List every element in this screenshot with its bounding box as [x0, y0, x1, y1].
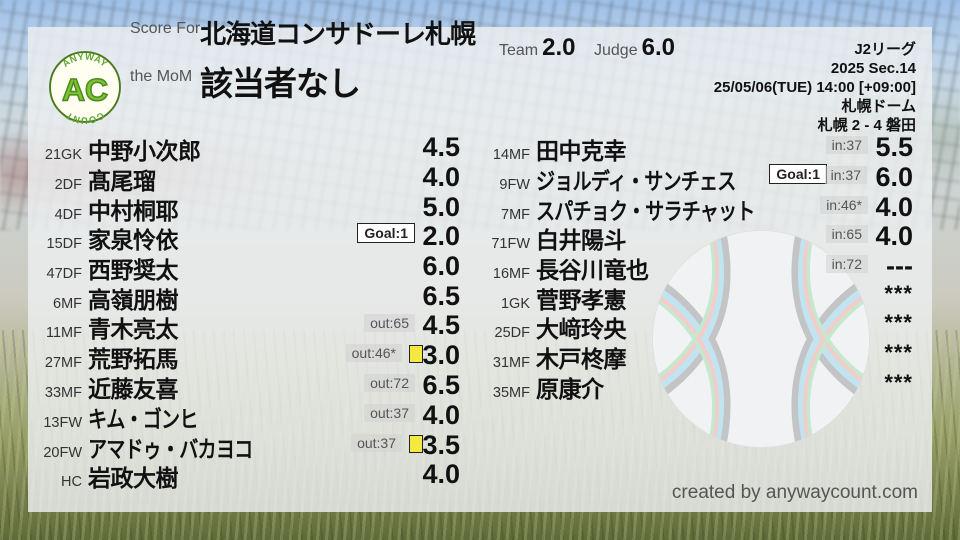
svg-text:AC: AC — [62, 72, 108, 108]
